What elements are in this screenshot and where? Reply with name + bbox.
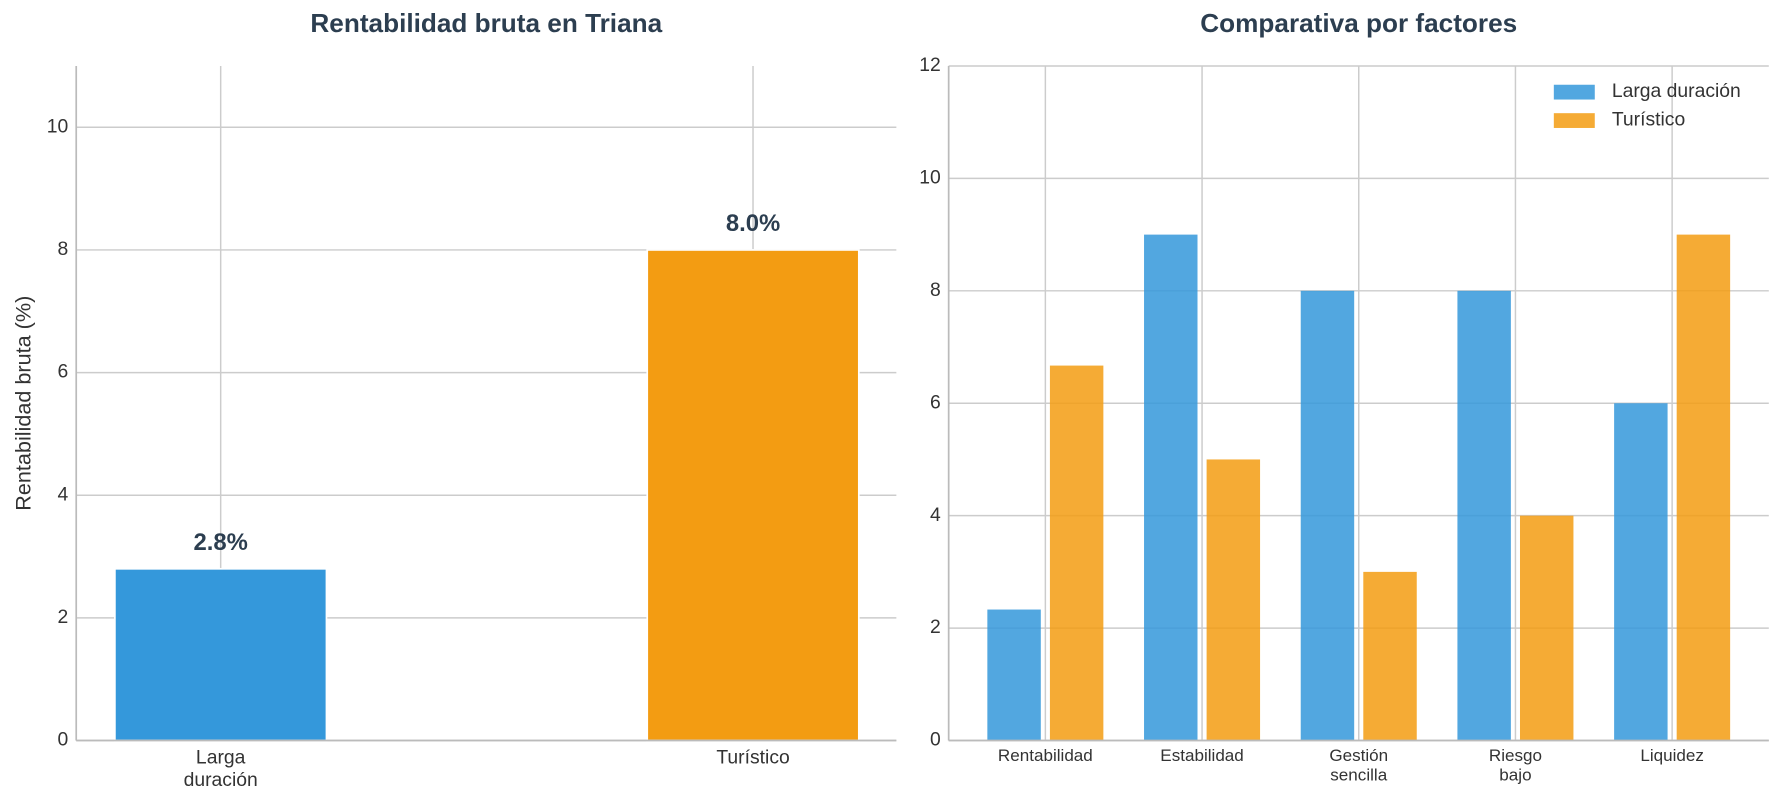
x-tick-label: Larga duración (183, 746, 258, 791)
legend-swatch (1553, 113, 1595, 128)
bar (1049, 365, 1104, 741)
y-axis-label: Rentabilidad bruta (%) (11, 296, 36, 511)
legend-label: Larga duración (1612, 81, 1741, 102)
x-tick-label: Gestión sencilla (1329, 746, 1389, 786)
value-label: 2.8% (193, 529, 247, 556)
bar (1363, 571, 1417, 741)
legend-label: Turístico (1612, 110, 1685, 131)
y-tick-label: 4 (930, 505, 941, 526)
bar (646, 249, 860, 742)
y-tick-label: 0 (57, 730, 68, 751)
bar (114, 567, 328, 742)
y-tick-label: 6 (57, 362, 68, 383)
bar (1300, 290, 1355, 741)
y-tick-label: 10 (919, 168, 941, 189)
y-tick-label: 2 (930, 617, 941, 638)
bar (1676, 234, 1731, 741)
bar (1457, 290, 1511, 741)
y-tick-label: 4 (57, 484, 68, 505)
x-tick-label: Liquidez (1640, 746, 1704, 766)
y-tick-label: 8 (57, 239, 68, 260)
bar (1519, 515, 1574, 741)
bar (1206, 459, 1261, 741)
bar (987, 609, 1041, 741)
y-tick-label: 0 (930, 730, 941, 751)
y-tick-label: 8 (930, 280, 941, 301)
chart-title: Rentabilidad bruta en Triana (310, 8, 662, 38)
x-tick-label: Rentabilidad (997, 746, 1093, 766)
bar (1614, 403, 1668, 741)
y-tick-label: 6 (930, 392, 941, 413)
x-tick-label: Estabilidad (1160, 746, 1244, 766)
x-tick-label: Riesgo bajo (1488, 746, 1542, 786)
y-tick-label: 12 (919, 55, 941, 76)
bar (1144, 234, 1198, 741)
y-tick-label: 10 (47, 116, 69, 137)
chart-title: Comparativa por factores (1200, 8, 1517, 38)
value-label: 8.0% (726, 210, 780, 237)
x-tick-label: Turístico (716, 746, 790, 768)
legend-swatch (1553, 84, 1595, 100)
y-tick-label: 2 (57, 607, 68, 628)
